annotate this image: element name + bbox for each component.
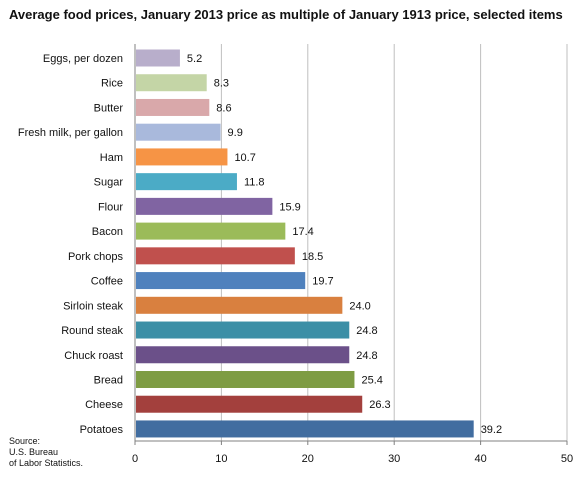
value-label: 19.7 (312, 276, 333, 288)
source-line: of Labor Statistics. (9, 458, 84, 468)
value-label: 17.4 (292, 226, 313, 238)
x-tick-label: 20 (302, 453, 314, 465)
bar (136, 296, 343, 314)
category-label: Ham (100, 152, 123, 164)
value-label: 11.8 (244, 177, 265, 189)
x-tick-label: 40 (474, 453, 486, 465)
value-label: 26.3 (369, 399, 390, 411)
bar (136, 98, 210, 116)
category-label: Fresh milk, per gallon (18, 127, 123, 139)
bar (136, 222, 286, 240)
value-label: 5.2 (187, 53, 202, 65)
value-label: 10.7 (234, 152, 255, 164)
bar (136, 370, 355, 388)
category-label: Eggs, per dozen (43, 53, 123, 65)
value-label: 24.8 (356, 350, 377, 362)
bar (136, 420, 474, 438)
category-label: Pork chops (68, 251, 124, 263)
bar (136, 247, 295, 265)
bar (136, 123, 221, 141)
value-label: 18.5 (302, 251, 323, 263)
category-label: Flour (98, 201, 123, 213)
category-label: Coffee (91, 276, 123, 288)
source-line: Source: (9, 436, 41, 446)
bar (136, 321, 350, 339)
value-label: 8.6 (216, 102, 231, 114)
x-tick-label: 30 (388, 453, 400, 465)
bar (136, 173, 237, 191)
category-label: Cheese (85, 399, 123, 411)
category-label: Sugar (94, 177, 124, 189)
x-tick-label: 50 (561, 453, 573, 465)
value-label: 24.0 (349, 300, 370, 312)
bar (136, 272, 306, 290)
value-label: 39.2 (481, 424, 502, 436)
category-label: Bread (94, 374, 123, 386)
source-note: Source: U.S. Bureau of Labor Statistics. (9, 436, 119, 469)
value-label: 25.4 (361, 374, 382, 386)
bar (136, 148, 228, 166)
category-label: Butter (94, 102, 124, 114)
bar (136, 395, 363, 413)
category-label: Sirloin steak (63, 300, 123, 312)
x-tick-label: 0 (132, 453, 138, 465)
source-line: U.S. Bureau (9, 447, 59, 457)
category-label: Potatoes (80, 424, 124, 436)
chart-title: Average food prices, January 2013 price … (9, 7, 563, 22)
category-label: Bacon (92, 226, 123, 238)
x-tick-label: 10 (215, 453, 227, 465)
value-label: 15.9 (279, 201, 300, 213)
value-label: 8.3 (214, 78, 229, 90)
bar (136, 74, 207, 92)
bar (136, 346, 350, 364)
category-label: Round steak (61, 325, 123, 337)
category-label: Chuck roast (64, 350, 123, 362)
value-label: 9.9 (228, 127, 243, 139)
bar (136, 49, 180, 67)
bar (136, 197, 273, 215)
category-label: Rice (101, 78, 123, 90)
value-label: 24.8 (356, 325, 377, 337)
